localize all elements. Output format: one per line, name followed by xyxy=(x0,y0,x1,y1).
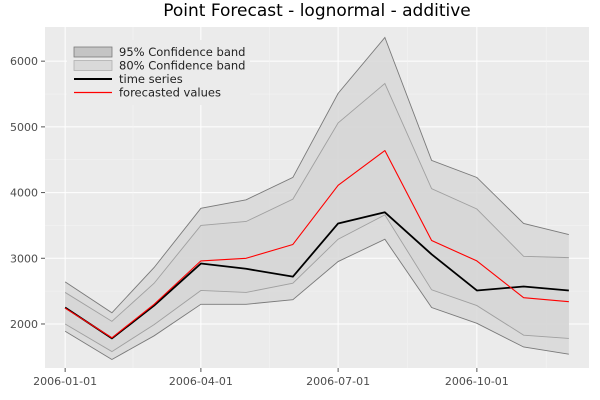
band-1-area xyxy=(65,83,569,352)
x-tick-label: 2006-01-01 xyxy=(33,375,97,388)
y-tick-label: 5000 xyxy=(10,121,38,134)
y-tick-label: 4000 xyxy=(10,187,38,200)
confidence-bands xyxy=(64,36,569,360)
x-tick-label: 2006-10-01 xyxy=(445,375,509,388)
legend-label: 95% Confidence band xyxy=(119,45,245,59)
legend-label: time series xyxy=(119,72,183,86)
axes: 2000 3000 4000 5000 6000 2006-01-01 2006-04-01… xyxy=(10,55,509,388)
series-line-0 xyxy=(64,211,569,340)
legend-swatch xyxy=(73,46,113,58)
band-1-lower xyxy=(64,214,569,353)
band-0-upper xyxy=(64,36,569,314)
legend-label: forecasted values xyxy=(119,86,221,100)
band-0-lower xyxy=(64,238,569,360)
legend-swatch xyxy=(73,60,113,71)
x-tick-label: 2006-04-01 xyxy=(169,375,233,388)
chart-title: Point Forecast - lognormal - additive xyxy=(163,1,471,21)
y-tick-label: 6000 xyxy=(10,55,38,68)
x-tick-label: 2006-07-01 xyxy=(306,375,370,388)
y-tick-label: 3000 xyxy=(10,252,38,265)
series-line-1 xyxy=(64,149,569,339)
legend-label: 80% Confidence band xyxy=(119,59,245,73)
y-tick-label: 2000 xyxy=(10,318,38,331)
series-lines xyxy=(64,149,569,340)
band-1-upper xyxy=(64,82,569,322)
